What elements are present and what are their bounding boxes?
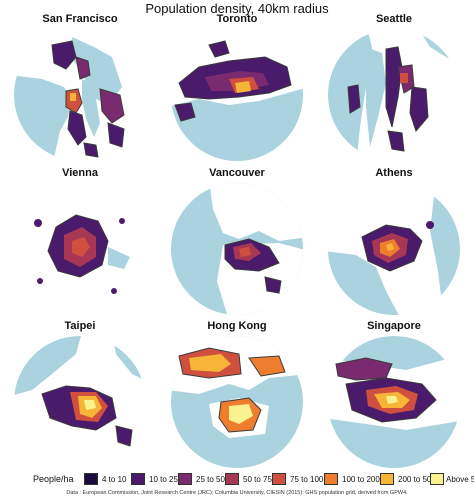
legend-swatch — [225, 473, 239, 485]
legend-swatch — [131, 473, 145, 485]
city-panel-san-francisco: San Francisco — [5, 13, 155, 163]
map-hong-kong — [171, 336, 303, 468]
density-clusters — [361, 221, 434, 272]
city-label: Vancouver — [209, 167, 265, 179]
legend-title: People/ha — [33, 474, 74, 484]
city-panel-singapore: Singapore — [319, 320, 469, 470]
water-danube — [108, 247, 130, 269]
legend-label: 50 to 75 — [243, 475, 272, 484]
water-lake-ontario — [171, 87, 303, 161]
city-panel-hong-kong: Hong Kong — [162, 320, 312, 470]
legend-label: 25 to 50 — [196, 475, 225, 484]
legend-swatch — [324, 473, 338, 485]
map-vancouver — [171, 183, 303, 315]
legend-swatch — [84, 473, 98, 485]
density-clusters — [335, 357, 437, 423]
legend-label: 4 to 10 — [102, 475, 127, 484]
city-panel-vienna: Vienna — [5, 167, 155, 317]
data-source: Data : European Commission, Joint Resear… — [66, 490, 408, 496]
density-clusters — [51, 40, 125, 158]
legend: People/ha 4 to 10 10 to 25 25 to 50 50 t… — [0, 473, 474, 487]
map-san-francisco — [14, 29, 146, 161]
legend-label: 100 to 200 — [342, 475, 380, 484]
legend-label: 75 to 100 — [290, 475, 324, 484]
map-taipei — [14, 336, 146, 468]
map-toronto — [171, 29, 303, 161]
density-clusters — [178, 347, 286, 433]
city-panel-vancouver: Vancouver — [162, 167, 312, 317]
water-bay-south — [82, 79, 100, 137]
density-clusters — [224, 238, 282, 294]
legend-swatch — [272, 473, 286, 485]
city-label: Taipei — [64, 320, 96, 332]
map-seattle — [328, 29, 460, 161]
city-label: Athens — [375, 167, 413, 179]
density-clusters — [41, 385, 133, 447]
density-clusters — [34, 214, 130, 294]
city-label: Seattle — [375, 13, 413, 25]
legend-swatch — [178, 473, 192, 485]
legend-swatch — [430, 473, 444, 485]
city-label: Hong Kong — [207, 320, 267, 332]
city-label: San Francisco — [42, 13, 118, 25]
map-athens — [328, 183, 460, 315]
legend-label: 200 to 500 — [398, 475, 436, 484]
city-label: Vienna — [62, 167, 98, 179]
map-vienna — [14, 183, 146, 315]
city-panel-taipei: Taipei — [5, 320, 155, 470]
city-panel-athens: Athens — [319, 167, 469, 317]
chart-title: Population density, 40km radius — [145, 1, 329, 16]
city-panel-seattle: Seattle — [319, 13, 469, 163]
density-clusters — [174, 40, 292, 122]
map-singapore — [328, 336, 460, 468]
city-label: Toronto — [216, 13, 258, 25]
legend-swatch — [380, 473, 394, 485]
city-label: Singapore — [367, 320, 421, 332]
city-panel-toronto: Toronto — [162, 13, 312, 163]
water-bay — [72, 37, 122, 105]
legend-label: Above 500 — [446, 475, 474, 484]
density-clusters — [347, 46, 429, 152]
water-puget — [366, 47, 386, 147]
legend-label: 10 to 25 — [149, 475, 178, 484]
